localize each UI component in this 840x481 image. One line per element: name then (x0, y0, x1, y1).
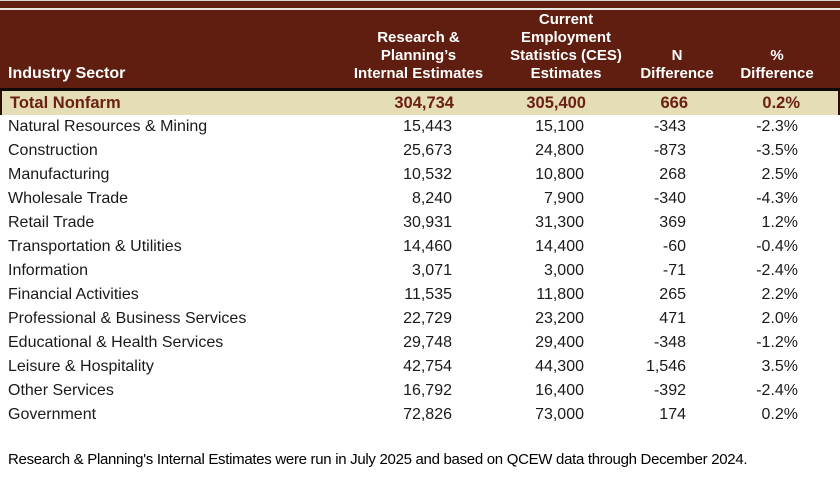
internal-estimate-cell: 30,931 (403, 214, 452, 231)
table-body: Natural Resources & Mining 15,443 15,100… (0, 115, 840, 427)
table-row: Manufacturing 10,532 10,800 268 2.5% (0, 163, 840, 187)
header-accent-line (0, 8, 840, 10)
n-difference-cell: -348 (653, 334, 686, 351)
table-row: Retail Trade 30,931 31,300 369 1.2% (0, 211, 840, 235)
table-row: Construction 25,673 24,800 -873 -3.5% (0, 139, 840, 163)
sector-cell: Natural Resources & Mining (8, 118, 208, 135)
ces-estimate-cell: 23,200 (535, 310, 584, 327)
sector-cell: Leisure & Hospitality (8, 358, 154, 375)
internal-estimate-cell: 3,071 (411, 262, 452, 279)
sector-cell: Financial Activities (8, 286, 139, 303)
header-separator-rule (0, 88, 840, 91)
total-pct-difference-cell: 0.2% (762, 94, 800, 112)
table-row: Natural Resources & Mining 15,443 15,100… (0, 115, 840, 139)
pct-difference-cell: -2.4% (756, 382, 798, 399)
table-row: Educational & Health Services 29,748 29,… (0, 331, 840, 355)
sector-cell: Professional & Business Services (8, 310, 247, 327)
n-difference-cell: 265 (659, 286, 686, 303)
n-difference-cell: 471 (659, 310, 686, 327)
sector-cell: Government (8, 406, 97, 423)
ces-estimate-cell: 3,000 (543, 262, 584, 279)
footnote-text: Research & Planning's Internal Estimates… (8, 451, 748, 468)
n-difference-cell: 369 (659, 214, 686, 231)
column-header-industry-sector: Industry Sector (8, 65, 126, 82)
internal-estimate-cell: 8,240 (411, 190, 452, 207)
pct-difference-cell: -2.3% (756, 118, 798, 135)
ces-estimate-cell: 7,900 (543, 190, 584, 207)
ces-estimate-cell: 31,300 (535, 214, 584, 231)
table-row: Information 3,071 3,000 -71 -2.4% (0, 259, 840, 283)
column-header-ces-estimates: Current Employment Statistics (CES) Esti… (510, 11, 622, 82)
n-difference-cell: -343 (653, 118, 686, 135)
pct-difference-cell: -4.3% (756, 190, 798, 207)
internal-estimate-cell: 11,535 (404, 286, 452, 303)
sector-cell: Transportation & Utilities (8, 238, 182, 255)
table-header-row: Industry Sector Research & Planning’s In… (0, 0, 840, 88)
total-n-difference-cell: 666 (660, 94, 688, 112)
n-difference-cell: -71 (662, 262, 686, 279)
column-header-n-difference: N Difference (640, 47, 714, 82)
pct-difference-cell: 2.5% (761, 166, 798, 183)
internal-estimate-cell: 14,460 (403, 238, 452, 255)
table-row: Other Services 16,792 16,400 -392 -2.4% (0, 379, 840, 403)
column-header-internal-estimates: Research & Planning’s Internal Estimates (353, 29, 484, 82)
total-sector-cell: Total Nonfarm (10, 94, 121, 112)
n-difference-cell: 174 (659, 406, 686, 423)
ces-estimate-cell: 15,100 (535, 118, 584, 135)
sector-cell: Educational & Health Services (8, 334, 224, 351)
pct-difference-cell: 0.2% (761, 406, 798, 423)
table-row: Government 72,826 73,000 174 0.2% (0, 403, 840, 427)
pct-difference-cell: -1.2% (756, 334, 798, 351)
ces-estimate-cell: 73,000 (535, 406, 584, 423)
ces-estimate-cell: 14,400 (535, 238, 584, 255)
internal-estimate-cell: 22,729 (403, 310, 452, 327)
column-header-pct-difference: % Difference (740, 47, 814, 82)
n-difference-cell: 1,546 (645, 358, 686, 375)
pct-difference-cell: 2.0% (761, 310, 798, 327)
sector-cell: Construction (8, 142, 98, 159)
table-row: Transportation & Utilities 14,460 14,400… (0, 235, 840, 259)
pct-difference-cell: 2.2% (761, 286, 798, 303)
internal-estimate-cell: 42,754 (403, 358, 452, 375)
ces-estimate-cell: 29,400 (535, 334, 584, 351)
pct-difference-cell: -0.4% (756, 238, 798, 255)
internal-estimate-cell: 10,532 (403, 166, 452, 183)
n-difference-cell: -873 (653, 142, 686, 159)
sector-cell: Manufacturing (8, 166, 110, 183)
internal-estimate-cell: 29,748 (403, 334, 452, 351)
table-row: Financial Activities 11,535 11,800 265 2… (0, 283, 840, 307)
internal-estimate-cell: 15,443 (403, 118, 452, 135)
n-difference-cell: 268 (659, 166, 686, 183)
total-nonfarm-row: Total Nonfarm 304,734 305,400 666 0.2% (0, 91, 840, 115)
sector-cell: Retail Trade (8, 214, 95, 231)
ces-estimate-cell: 16,400 (535, 382, 584, 399)
n-difference-cell: -340 (653, 190, 686, 207)
pct-difference-cell: 1.2% (761, 214, 798, 231)
pct-difference-cell: -3.5% (756, 142, 798, 159)
total-ces-estimate-cell: 305,400 (526, 94, 586, 112)
sector-cell: Wholesale Trade (8, 190, 129, 207)
internal-estimate-cell: 72,826 (403, 406, 452, 423)
table-row: Professional & Business Services 22,729 … (0, 307, 840, 331)
pct-difference-cell: -2.4% (756, 262, 798, 279)
total-internal-estimate-cell: 304,734 (394, 94, 454, 112)
sector-cell: Information (8, 262, 89, 279)
pct-difference-cell: 3.5% (761, 358, 798, 375)
n-difference-cell: -392 (653, 382, 686, 399)
sector-cell: Other Services (8, 382, 114, 399)
ces-estimate-cell: 11,800 (536, 286, 584, 303)
internal-estimate-cell: 16,792 (403, 382, 452, 399)
table-row: Wholesale Trade 8,240 7,900 -340 -4.3% (0, 187, 840, 211)
table-row: Leisure & Hospitality 42,754 44,300 1,54… (0, 355, 840, 379)
internal-estimate-cell: 25,673 (403, 142, 452, 159)
ces-estimate-cell: 10,800 (535, 166, 584, 183)
ces-estimate-cell: 44,300 (535, 358, 584, 375)
ces-estimate-cell: 24,800 (535, 142, 584, 159)
n-difference-cell: -60 (662, 238, 686, 255)
